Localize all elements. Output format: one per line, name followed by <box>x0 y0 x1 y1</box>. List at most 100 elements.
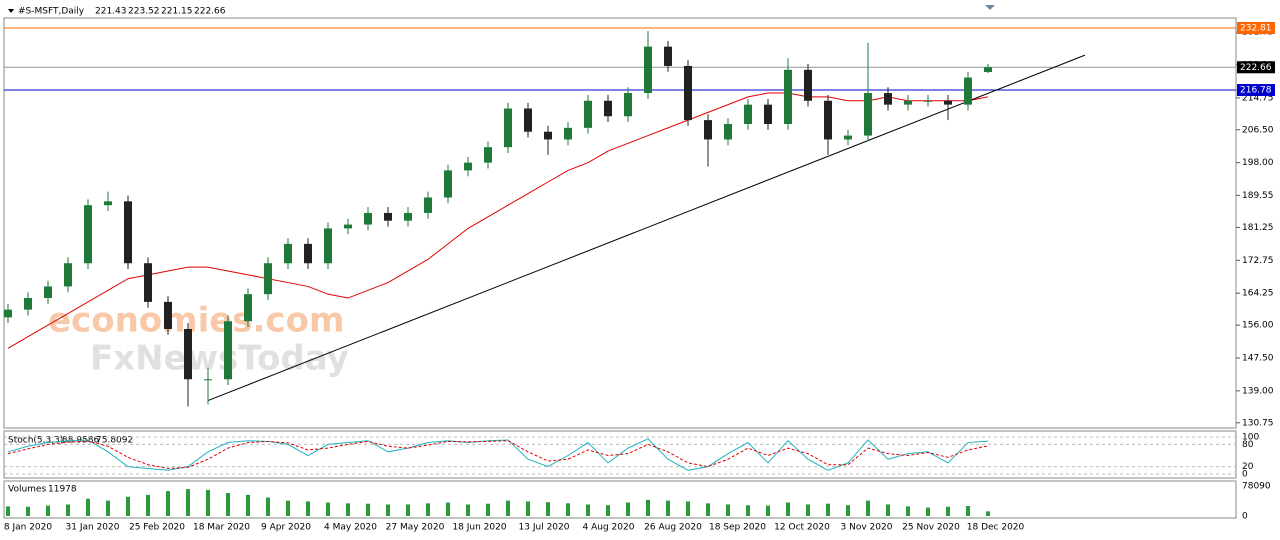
candle-body <box>864 93 872 136</box>
date-label: 25 Nov 2020 <box>902 523 960 533</box>
date-label: 4 May 2020 <box>324 523 377 533</box>
volume-bar <box>466 504 470 516</box>
current-price-tag <box>1237 61 1275 74</box>
candle-body <box>764 104 772 124</box>
candle-body <box>404 212 412 221</box>
date-label: 18 Sep 2020 <box>709 523 766 533</box>
candle-body <box>244 294 252 322</box>
volume-bar <box>686 501 690 516</box>
volume-bar <box>586 504 590 516</box>
y-tick-label: 198.00 <box>1242 158 1274 168</box>
volume-bar <box>986 511 990 516</box>
candle-body <box>984 67 992 73</box>
volume-bar <box>206 489 210 516</box>
date-label: 8 Jan 2020 <box>4 523 52 533</box>
volume-bar <box>506 500 510 516</box>
candle-body <box>744 104 752 124</box>
candle-body <box>104 201 112 206</box>
candle-body <box>804 69 812 101</box>
date-label: 26 Aug 2020 <box>644 523 702 533</box>
stoch-main <box>7 438 989 471</box>
stoch-label: Stoch(5,3,3) <box>8 436 63 446</box>
volume-bar <box>426 503 430 516</box>
candle-body <box>784 69 792 124</box>
y-tick-label: 147.50 <box>1242 353 1274 363</box>
volume-bar <box>706 503 710 516</box>
shift-marker[interactable] <box>985 5 995 10</box>
date-label: 12 Oct 2020 <box>774 523 830 533</box>
date-label: 18 Mar 2020 <box>193 523 250 533</box>
volume-tick-label: 78090 <box>1242 482 1271 492</box>
menu-arrow[interactable] <box>8 9 14 13</box>
candle-body <box>324 228 332 264</box>
volume-bar <box>286 500 290 516</box>
ohlc-low: 221.15 <box>161 7 193 17</box>
candle-body <box>524 108 532 132</box>
volume-bar <box>126 496 130 516</box>
candle-body <box>584 100 592 128</box>
candle-body <box>164 301 172 329</box>
volume-bar <box>6 506 10 516</box>
date-label: 31 Jan 2020 <box>66 523 120 533</box>
volume-bar <box>446 502 450 516</box>
level-tag <box>1237 84 1275 97</box>
stoch-pane <box>3 430 1237 479</box>
stoch-signal-label: 75.8092 <box>96 436 133 446</box>
candle-body <box>304 243 312 264</box>
y-tick-label: 172.75 <box>1242 256 1274 266</box>
date-label: 3 Nov 2020 <box>841 523 893 533</box>
volume-bar <box>386 504 390 516</box>
candle-body <box>44 286 52 299</box>
volume-bar <box>566 503 570 516</box>
candle-body <box>724 123 732 140</box>
y-tick-label: 181.25 <box>1242 223 1274 233</box>
stoch-tick-label: 80 <box>1242 440 1254 450</box>
candle-body <box>484 147 492 163</box>
candle-body <box>224 321 232 380</box>
date-label: 4 Aug 2020 <box>583 523 635 533</box>
volume-bar <box>266 497 270 516</box>
volume-bar <box>406 504 410 516</box>
main-pane <box>3 17 1237 429</box>
volume-bar <box>366 503 370 516</box>
volume-bar <box>226 492 230 516</box>
date-label: 27 May 2020 <box>386 523 445 533</box>
volume-last: 11978 <box>48 485 77 495</box>
volume-pane <box>3 480 1237 519</box>
date-label: 18 Jun 2020 <box>452 523 506 533</box>
volume-bar <box>866 500 870 516</box>
volume-label: Volumes <box>8 485 46 495</box>
volume-bar <box>626 502 630 516</box>
volume-bar <box>786 502 790 516</box>
volume-bar <box>86 498 90 516</box>
volume-bar <box>746 505 750 516</box>
stoch-tick-label: 0 <box>1242 470 1248 480</box>
candle-body <box>684 65 692 121</box>
candle-body <box>624 93 632 117</box>
volume-tick-label: 0 <box>1242 512 1248 522</box>
watermark: economies.com <box>48 301 344 341</box>
volume-bar <box>346 503 350 516</box>
ohlc-high: 223.52 <box>128 7 160 17</box>
stoch-tick-label: 100 <box>1242 433 1259 443</box>
y-tick-label: 139.00 <box>1242 386 1274 396</box>
candle-body <box>644 46 652 94</box>
volume-bar <box>846 505 850 516</box>
candle-body <box>884 93 892 105</box>
volume-bar <box>526 501 530 516</box>
candle-body <box>264 263 272 295</box>
candle-body <box>204 379 212 381</box>
volume-bar <box>46 505 50 516</box>
candle-body <box>424 197 432 213</box>
y-tick-label: 164.25 <box>1242 289 1274 299</box>
level-label: 216.78 <box>1240 86 1272 96</box>
date-label: 9 Apr 2020 <box>261 523 311 533</box>
moving-average <box>7 92 989 349</box>
current-price-label: 222.66 <box>1240 63 1272 73</box>
candle-body <box>924 100 932 102</box>
candle-body <box>944 100 952 105</box>
volume-bar <box>806 504 810 516</box>
candle-body <box>284 243 292 264</box>
stoch-signal <box>7 440 989 469</box>
